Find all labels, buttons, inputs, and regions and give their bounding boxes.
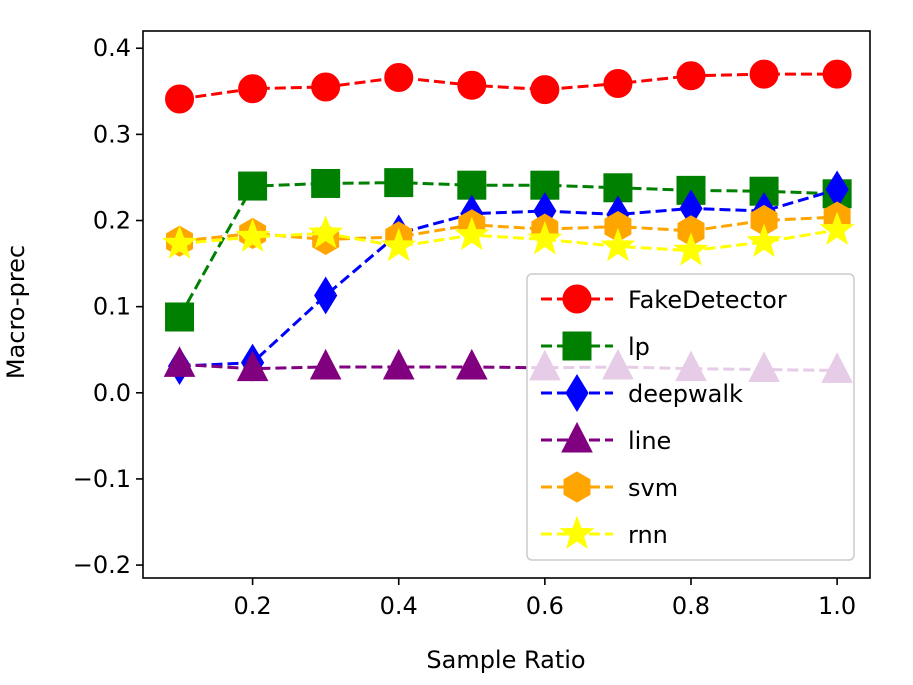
data-point-line xyxy=(455,348,488,380)
legend-label: rnn xyxy=(628,521,668,549)
x-axis: 0.2 0.4 0.6 0.8 1.0 xyxy=(234,578,856,620)
data-point-fakedetector xyxy=(676,61,706,91)
data-point-line xyxy=(163,346,196,377)
legend-entry-deepwalk: deepwalk xyxy=(541,374,743,412)
series-svm xyxy=(166,201,851,257)
series-line-deepwalk xyxy=(179,188,838,368)
data-point-lp xyxy=(384,168,414,198)
legend-label: deepwalk xyxy=(628,380,743,408)
data-point-lp xyxy=(238,171,268,201)
legend: FakeDetector lp deepwalk line svm rnn xyxy=(526,273,855,561)
y-tick-label: 0.3 xyxy=(93,120,131,148)
data-point-fakedetector xyxy=(384,63,414,93)
data-point-lp xyxy=(457,170,487,200)
data-point-fakedetector xyxy=(457,70,487,100)
data-point-fakedetector xyxy=(749,59,779,89)
data-point-rnn xyxy=(673,232,709,266)
y-tick-label: −0.2 xyxy=(73,551,131,579)
y-tick-label: 0.2 xyxy=(93,207,131,235)
data-point-line xyxy=(236,350,269,382)
legend-marker xyxy=(562,331,592,361)
x-tick-label: 0.6 xyxy=(526,592,564,620)
legend-entry-fakedetector: FakeDetector xyxy=(541,284,787,314)
y-axis-label: Macro-prec xyxy=(2,245,30,379)
series-line-fakedetector xyxy=(179,72,838,101)
x-axis-label: Sample Ratio xyxy=(426,646,585,674)
legend-marker xyxy=(561,421,593,453)
y-tick-label: 0.0 xyxy=(93,379,131,407)
y-tick-label: −0.1 xyxy=(73,465,131,493)
x-tick-label: 0.2 xyxy=(234,592,272,620)
data-point-deepwalk xyxy=(314,276,338,315)
series-line-rnn xyxy=(179,228,838,253)
legend-entry-lp: lp xyxy=(541,331,650,361)
legend-marker xyxy=(565,374,589,412)
series-fakedetector xyxy=(165,59,852,114)
data-point-fakedetector xyxy=(603,69,633,99)
legend-entry-svm: svm xyxy=(541,471,678,503)
data-point-fakedetector xyxy=(238,74,268,104)
data-point-line xyxy=(382,348,415,380)
x-tick-label: 0.4 xyxy=(380,592,418,620)
legend-label: svm xyxy=(628,474,678,502)
legend-marker xyxy=(559,515,595,549)
series-line-svm xyxy=(179,215,838,243)
x-tick-label: 1.0 xyxy=(818,592,856,620)
data-point-fakedetector xyxy=(165,84,195,114)
data-point-line xyxy=(309,348,342,380)
plot-frame xyxy=(142,30,871,579)
data-point-lp xyxy=(311,168,341,198)
legend-label: lp xyxy=(628,333,650,361)
y-tick-label: 0.1 xyxy=(93,293,131,321)
data-point-rnn xyxy=(746,223,782,257)
data-point-rnn xyxy=(819,211,855,245)
data-point-fakedetector xyxy=(530,75,560,105)
y-axis: −0.2 −0.1 0.0 0.1 0.2 0.3 0.4 xyxy=(73,34,143,579)
data-point-rnn xyxy=(161,225,198,259)
legend-entry-line: line xyxy=(541,421,671,455)
legend-marker xyxy=(563,471,591,503)
legend-label: line xyxy=(628,427,671,455)
data-point-rnn xyxy=(381,227,417,262)
data-point-rnn xyxy=(454,216,490,251)
data-point-rnn xyxy=(308,214,344,249)
data-point-fakedetector xyxy=(311,72,341,102)
legend-label: FakeDetector xyxy=(628,286,787,314)
y-tick-label: 0.4 xyxy=(93,34,131,62)
data-point-lp xyxy=(165,302,195,332)
legend-entry-rnn: rnn xyxy=(541,515,668,549)
legend-box xyxy=(526,273,855,561)
data-point-fakedetector xyxy=(822,59,852,89)
x-tick-label: 0.8 xyxy=(672,592,710,620)
legend-marker xyxy=(562,284,592,314)
series-line-lp xyxy=(178,181,838,318)
data-point-rnn xyxy=(235,218,271,252)
series-rnn xyxy=(161,211,855,266)
data-point-rnn xyxy=(527,220,563,255)
data-point-rnn xyxy=(600,227,636,262)
